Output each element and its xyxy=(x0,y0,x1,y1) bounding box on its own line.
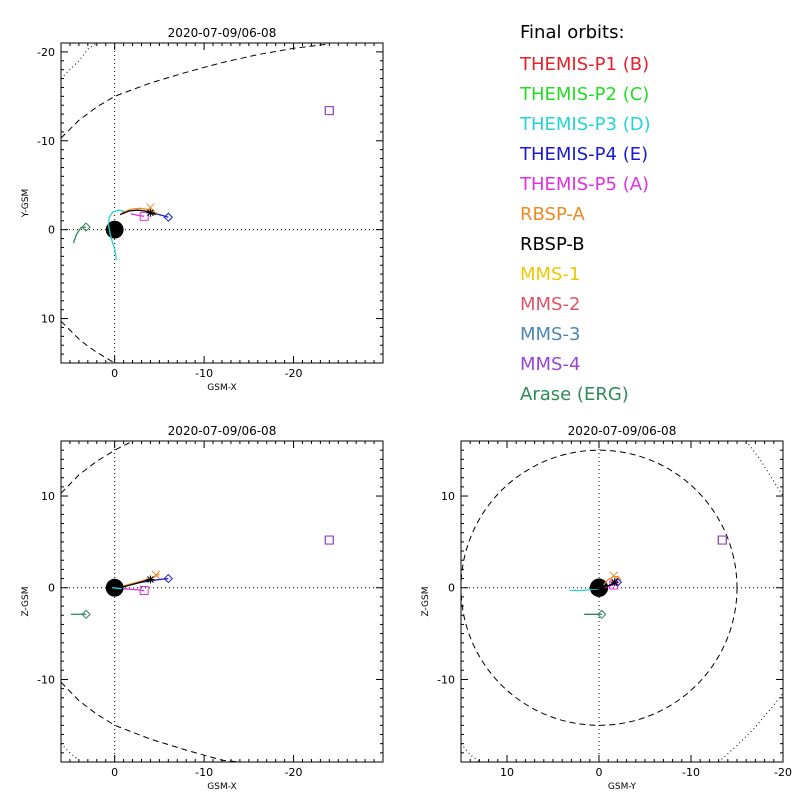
plot-xz: 0 -10 -20 -10 0 10 2020-07-09/06-08 GSM-X Z-GSM xyxy=(21,424,384,792)
legend-title: Final orbits: xyxy=(520,22,625,43)
orbit-track-themis-p3-d xyxy=(111,587,122,590)
magnetopause-boundary xyxy=(61,43,330,139)
x-tick-label: 10 xyxy=(500,766,514,779)
orbit-track-themis-p5-a xyxy=(130,213,145,217)
y-axis-label: Z-GSM xyxy=(21,586,31,616)
bow-shock-boundary xyxy=(61,743,80,761)
position-marker-rbsp-a xyxy=(151,570,161,580)
y-axis-label: Z-GSM xyxy=(421,586,431,616)
plots-layer: 0 -10 -20 -20 -10 0 10 2020-07-09/06-08 GSM-X Y-G… xyxy=(21,26,792,792)
x-tick-label: 0 xyxy=(111,766,118,779)
plot-title: 2020-07-09/06-08 xyxy=(168,26,277,40)
plot-xy: 0 -10 -20 -20 -10 0 10 2020-07-09/06-08 GSM-X Y-G… xyxy=(21,26,384,393)
legend-entry: MMS-2 xyxy=(520,294,580,315)
legend: Final orbits: THEMIS-P1 (B) THEMIS-P2 (C)… xyxy=(519,22,651,405)
magnetopause-boundary xyxy=(61,320,115,363)
position-marker-arase-erg xyxy=(81,609,91,620)
legend-entry: THEMIS-P3 (D) xyxy=(519,114,651,135)
plot-area xyxy=(461,441,783,762)
position-marker-themis-p5-a xyxy=(139,211,149,221)
x-tick-label: 0 xyxy=(111,367,118,380)
y-tick-label: -10 xyxy=(437,673,455,686)
legend-entry: THEMIS-P1 (B) xyxy=(519,54,649,75)
magnetopause-boundary xyxy=(61,441,133,494)
position-marker-rbsp-b xyxy=(146,575,155,584)
orbit-track-rbsp-a xyxy=(123,573,160,587)
position-marker-arase-erg xyxy=(81,222,91,232)
legend-entry: RBSP-B xyxy=(520,234,585,255)
orbit-track-rbsp-a xyxy=(603,576,622,586)
y-tick-label: 10 xyxy=(41,490,55,503)
position-marker-rbsp-a xyxy=(609,571,619,581)
orbit-track-arase-erg xyxy=(72,226,87,244)
legend-entry: THEMIS-P5 (A) xyxy=(519,174,649,195)
orbit-track-themis-p3-d xyxy=(107,209,126,261)
plot-area xyxy=(61,43,383,363)
y-tick-label: 0 xyxy=(448,582,455,595)
x-axis-label: GSM-X xyxy=(207,383,236,393)
position-marker-mms-4 xyxy=(717,535,727,545)
magnetopause-boundary xyxy=(461,449,738,726)
bow-shock-boundary xyxy=(461,743,480,762)
y-tick-label: 10 xyxy=(41,313,55,326)
x-axis-label: GSM-X xyxy=(207,782,236,792)
position-marker-themis-p4-e xyxy=(163,212,174,222)
plot-area xyxy=(61,441,383,762)
magnetopause-boundary xyxy=(61,681,240,762)
legend-entry: THEMIS-P2 (C) xyxy=(519,84,649,105)
orbit-track-rbsp-b xyxy=(123,578,151,588)
plot-yz: 10 0 -10 -20 -10 0 10 2020-07-09/06-08 GSM-Y Z-GS… xyxy=(421,424,792,792)
plot-title: 2020-07-09/06-08 xyxy=(168,424,277,438)
position-marker-mms-4 xyxy=(324,535,334,545)
x-tick-label: -20 xyxy=(285,766,303,779)
x-tick-label: -20 xyxy=(285,367,303,380)
position-marker-themis-p5-a xyxy=(139,585,149,595)
bow-shock-boundary xyxy=(61,43,98,79)
orbit-track-rbsp-b xyxy=(591,581,615,590)
x-tick-label: -10 xyxy=(195,367,213,380)
y-tick-label: 10 xyxy=(441,490,455,503)
position-marker-mms-4 xyxy=(324,106,334,116)
x-tick-label: -20 xyxy=(774,766,792,779)
position-marker-rbsp-b xyxy=(610,578,619,587)
position-marker-themis-p4-e xyxy=(163,573,174,584)
position-marker-rbsp-b xyxy=(146,208,155,217)
x-axis-label: GSM-Y xyxy=(608,782,637,792)
legend-entry: MMS-1 xyxy=(520,264,580,285)
legend-entry: Arase (ERG) xyxy=(520,384,629,405)
legend-entry: MMS-3 xyxy=(520,324,580,345)
orbit-track-themis-p5-a xyxy=(123,588,145,592)
legend-entry: THEMIS-P4 (E) xyxy=(519,144,648,165)
y-tick-label: -10 xyxy=(37,673,55,686)
position-marker-arase-erg xyxy=(597,609,607,620)
y-axis-label: Y-GSM xyxy=(21,189,31,218)
legend-entry: RBSP-A xyxy=(520,204,586,225)
x-tick-label: 0 xyxy=(596,766,603,779)
x-tick-label: -10 xyxy=(682,766,700,779)
y-tick-label: -20 xyxy=(37,46,55,59)
bow-shock-boundary xyxy=(718,692,783,762)
y-tick-label: -10 xyxy=(37,135,55,148)
plot-title: 2020-07-09/06-08 xyxy=(568,424,677,438)
plot-frame xyxy=(460,440,784,763)
x-tick-label: -10 xyxy=(195,766,213,779)
orbit-track-rbsp-a xyxy=(121,207,158,215)
legend-entry: MMS-4 xyxy=(520,354,580,375)
y-tick-label: 0 xyxy=(48,582,55,595)
orbit-track-themis-p3-d xyxy=(569,588,600,592)
y-tick-label: 0 xyxy=(48,224,55,237)
